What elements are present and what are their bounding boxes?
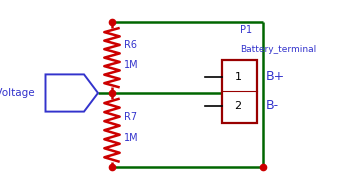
Text: B_Voltage: B_Voltage (0, 88, 35, 98)
Text: P1: P1 (240, 25, 252, 35)
Text: Battery_terminal: Battery_terminal (240, 45, 316, 54)
Bar (222, 60, 257, 123)
Text: R6: R6 (124, 40, 137, 50)
Polygon shape (46, 74, 98, 112)
Text: 1M: 1M (124, 133, 139, 143)
Text: R7: R7 (124, 112, 137, 122)
Text: 1M: 1M (124, 60, 139, 70)
Text: B-: B- (266, 99, 279, 112)
Text: B+: B+ (266, 70, 285, 83)
Text: 1: 1 (234, 72, 241, 82)
Text: 2: 2 (234, 101, 241, 111)
